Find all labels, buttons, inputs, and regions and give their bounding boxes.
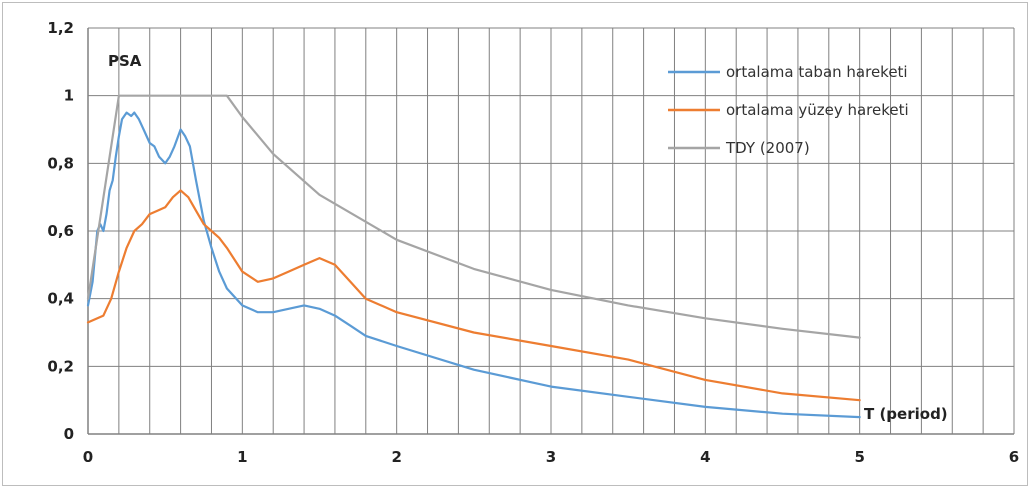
- grid: [87, 27, 1015, 435]
- series-line-2: [86, 94, 861, 339]
- x-tick-label: 1: [237, 448, 247, 466]
- y-axis-label: PSA: [108, 52, 142, 70]
- y-tick-label: 0,2: [47, 357, 74, 375]
- axes: [87, 28, 1014, 435]
- x-tick-label: 0: [83, 448, 93, 466]
- x-axis-label: T (period): [864, 405, 948, 423]
- x-tick-label: 6: [1009, 448, 1019, 466]
- y-tick-label: 0: [64, 425, 74, 443]
- y-tick-label: 1: [64, 87, 74, 105]
- y-tick-label: 0,4: [47, 290, 74, 308]
- y-tick-label: 0,8: [47, 154, 74, 172]
- y-tick-label: 1,2: [47, 19, 74, 37]
- legend-label-0: ortalama taban hareketi: [726, 63, 908, 81]
- series-line-0: [86, 111, 861, 419]
- x-tick-label: 3: [546, 448, 556, 466]
- legend-label-2: TDY (2007): [725, 139, 810, 157]
- x-tick-label: 4: [700, 448, 710, 466]
- x-tick-label: 5: [854, 448, 864, 466]
- legend: ortalama taban hareketi ortalama yüzey ha…: [668, 63, 909, 157]
- legend-label-1: ortalama yüzey hareketi: [726, 101, 909, 119]
- x-tick-label: 2: [391, 448, 401, 466]
- series-lines: [86, 94, 861, 419]
- tick-labels: 0 1 2 3 4 5 6 0 0,2 0,4 0,6 0,8 1 1,2: [47, 19, 1019, 466]
- y-tick-label: 0,6: [47, 222, 74, 240]
- series-line-1: [86, 189, 861, 402]
